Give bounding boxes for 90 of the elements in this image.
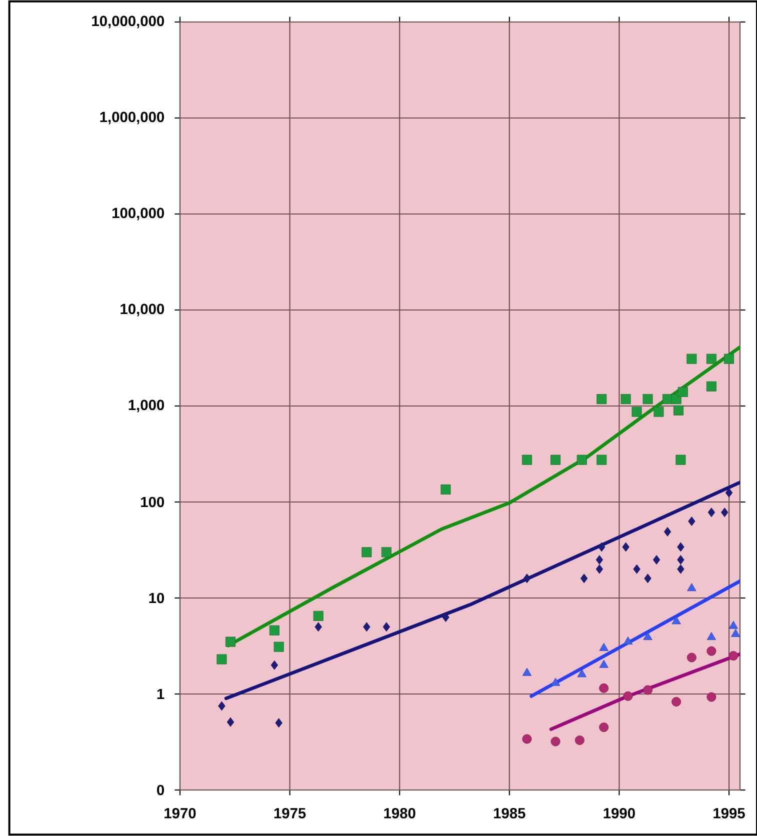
y-tick-label: 100,000 bbox=[112, 208, 164, 220]
y-tick-label: 0 bbox=[157, 784, 164, 796]
point bbox=[686, 354, 697, 364]
point bbox=[274, 642, 284, 652]
point bbox=[363, 622, 370, 632]
point bbox=[576, 454, 587, 465]
point bbox=[599, 660, 608, 668]
x-tick-label: 1985 bbox=[494, 808, 526, 818]
point bbox=[596, 394, 607, 404]
point bbox=[577, 669, 586, 678]
point bbox=[623, 691, 633, 701]
point bbox=[686, 652, 696, 662]
point bbox=[725, 488, 733, 498]
y-tick-label: 100 bbox=[141, 496, 164, 508]
point bbox=[671, 394, 682, 404]
point bbox=[674, 405, 684, 416]
point bbox=[218, 701, 226, 711]
point bbox=[644, 574, 652, 584]
point bbox=[550, 454, 561, 465]
point bbox=[216, 654, 227, 664]
point bbox=[678, 386, 688, 397]
y-tick-label: 1,000 bbox=[128, 400, 164, 412]
point bbox=[598, 542, 606, 552]
point bbox=[623, 636, 633, 645]
point bbox=[269, 625, 280, 636]
point bbox=[620, 394, 631, 404]
point bbox=[664, 527, 672, 536]
point bbox=[522, 734, 532, 744]
point bbox=[654, 406, 664, 417]
point bbox=[362, 547, 372, 558]
point bbox=[672, 616, 681, 624]
point bbox=[522, 454, 532, 465]
point bbox=[574, 735, 584, 745]
point bbox=[706, 632, 716, 640]
point bbox=[550, 678, 560, 686]
point bbox=[314, 622, 322, 632]
point bbox=[523, 574, 531, 584]
point bbox=[596, 564, 604, 574]
point bbox=[672, 697, 682, 706]
point bbox=[677, 564, 684, 574]
point bbox=[643, 685, 652, 695]
point bbox=[270, 660, 278, 670]
y-tick-label: 1,000,000 bbox=[100, 112, 164, 124]
y-tick-label: 10,000 bbox=[120, 304, 164, 316]
point bbox=[580, 574, 588, 584]
point bbox=[440, 484, 451, 494]
x-tick-label: 1975 bbox=[274, 808, 306, 818]
point bbox=[622, 542, 630, 552]
x-tick-label: 1980 bbox=[384, 808, 416, 818]
point bbox=[706, 646, 716, 656]
point bbox=[676, 454, 686, 465]
point bbox=[596, 454, 607, 465]
point bbox=[599, 722, 609, 732]
point bbox=[728, 651, 738, 661]
y-tick-label: 10,000,000 bbox=[92, 16, 164, 28]
point bbox=[652, 555, 660, 565]
x-tick-label: 1990 bbox=[604, 808, 635, 818]
point bbox=[599, 642, 608, 651]
point bbox=[642, 394, 653, 404]
point bbox=[708, 508, 716, 518]
point bbox=[632, 406, 642, 417]
point bbox=[275, 718, 282, 728]
line-series bbox=[226, 345, 740, 648]
y-tick-label: 1 bbox=[157, 688, 164, 700]
point bbox=[643, 632, 652, 640]
point bbox=[706, 692, 716, 702]
point bbox=[226, 717, 234, 727]
point bbox=[721, 508, 728, 518]
point bbox=[724, 354, 734, 364]
point bbox=[706, 354, 716, 364]
point bbox=[688, 516, 696, 526]
point bbox=[706, 381, 716, 392]
point bbox=[633, 564, 640, 574]
point bbox=[550, 736, 560, 746]
point bbox=[687, 583, 696, 592]
point bbox=[382, 622, 390, 632]
point bbox=[728, 620, 738, 629]
x-tick-label: 1970 bbox=[164, 808, 196, 818]
point bbox=[522, 668, 532, 676]
point bbox=[731, 628, 740, 637]
point bbox=[677, 542, 684, 552]
point bbox=[226, 636, 236, 647]
point bbox=[677, 555, 684, 565]
point bbox=[381, 547, 392, 558]
point bbox=[596, 555, 604, 565]
point bbox=[442, 612, 450, 622]
x-tick-label: 1995 bbox=[714, 808, 745, 818]
y-tick-label: 10 bbox=[149, 592, 164, 604]
point bbox=[313, 610, 324, 621]
point bbox=[599, 683, 609, 693]
